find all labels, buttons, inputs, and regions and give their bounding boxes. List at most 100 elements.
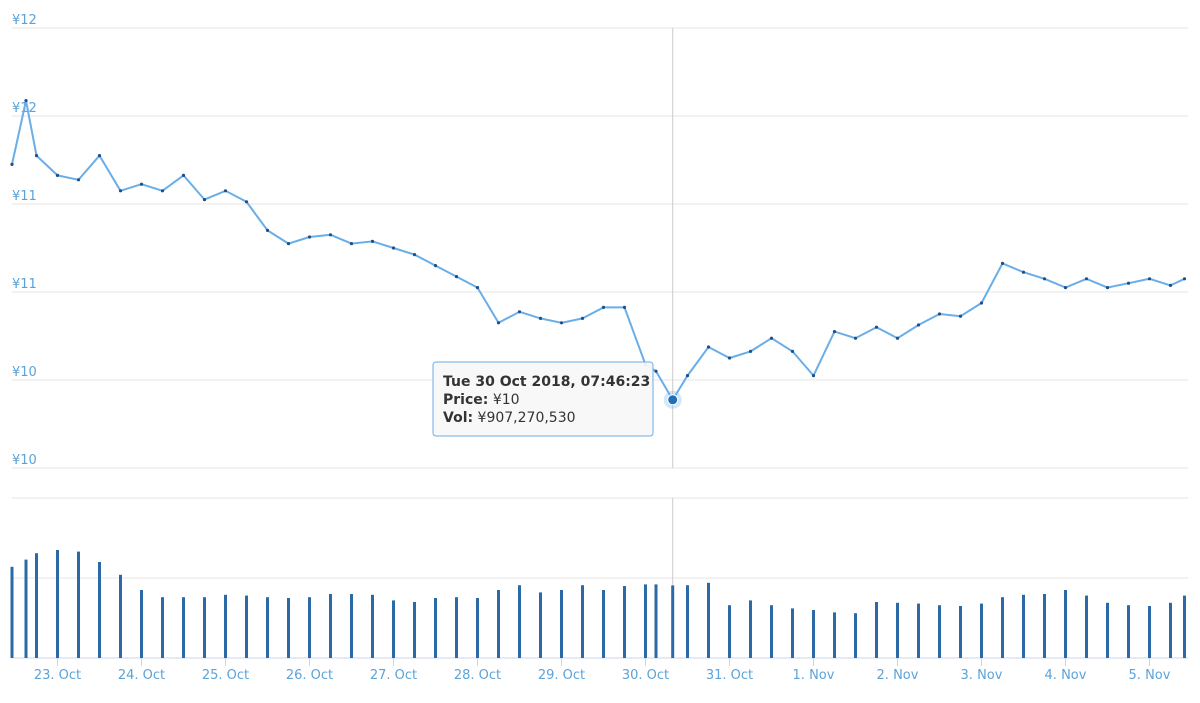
volume-bar bbox=[875, 602, 878, 658]
price-point bbox=[391, 246, 396, 250]
price-point bbox=[979, 301, 984, 305]
tooltip-price-value: ¥10 bbox=[493, 392, 520, 408]
price-point bbox=[1063, 286, 1068, 290]
price-point bbox=[832, 330, 837, 334]
price-point bbox=[118, 189, 123, 193]
volume-bar bbox=[308, 597, 311, 658]
price-point bbox=[748, 349, 753, 353]
volume-bar bbox=[35, 553, 38, 658]
volume-bar bbox=[791, 608, 794, 658]
price-point bbox=[853, 336, 858, 340]
volume-bar bbox=[707, 582, 710, 658]
volume-bar bbox=[119, 574, 122, 658]
volume-bar bbox=[98, 562, 101, 658]
volume-bar bbox=[560, 590, 563, 658]
volume-bar bbox=[833, 612, 836, 658]
volume-bar bbox=[602, 590, 605, 658]
volume-bar bbox=[623, 586, 626, 658]
volume-bar bbox=[224, 594, 227, 658]
volume-bar bbox=[350, 594, 353, 658]
x-tick-label: 28. Oct bbox=[454, 668, 501, 683]
volume-bar bbox=[644, 584, 647, 658]
tooltip-vol: Vol: ¥907,270,530 bbox=[443, 410, 576, 426]
volume-bar bbox=[1001, 597, 1004, 658]
volume-bar bbox=[287, 598, 290, 658]
price-point bbox=[895, 336, 900, 340]
price-point bbox=[454, 275, 459, 279]
volume-bar bbox=[1106, 602, 1109, 658]
tooltip-time: Tue 30 Oct 2018, 07:46:23 bbox=[443, 374, 650, 390]
tooltip-price: Price: ¥10 bbox=[443, 392, 520, 408]
volume-bar bbox=[854, 613, 857, 658]
x-tick-label: 5. Nov bbox=[1129, 668, 1171, 683]
x-tick-label: 3. Nov bbox=[961, 668, 1003, 683]
price-point bbox=[1084, 277, 1089, 281]
price-point bbox=[1126, 281, 1131, 285]
price-point bbox=[76, 178, 81, 182]
tooltip: Tue 30 Oct 2018, 07:46:23 Price: ¥10 Vol… bbox=[432, 361, 654, 437]
price-point bbox=[244, 200, 249, 204]
price-point bbox=[1021, 270, 1026, 274]
price-point bbox=[1182, 277, 1187, 281]
price-point bbox=[34, 154, 39, 158]
x-tick-label: 4. Nov bbox=[1045, 668, 1087, 683]
y-tick-label: ¥11 bbox=[12, 277, 37, 292]
y-tick-label: ¥11 bbox=[12, 189, 37, 204]
volume-bar bbox=[1127, 605, 1130, 658]
volume-bar bbox=[1183, 595, 1186, 658]
volume-bar bbox=[1169, 602, 1172, 658]
x-tick-label: 30. Oct bbox=[622, 668, 669, 683]
volume-bar bbox=[654, 584, 658, 658]
price-point bbox=[654, 369, 658, 373]
volume-bar bbox=[896, 602, 899, 658]
price-point bbox=[181, 173, 186, 177]
tooltip-box bbox=[432, 361, 654, 437]
volume-bar bbox=[497, 590, 500, 658]
x-tick-label: 26. Oct bbox=[286, 668, 333, 683]
price-point bbox=[286, 242, 291, 246]
price-point bbox=[601, 305, 606, 309]
volume-bar bbox=[266, 597, 269, 658]
volume-bar bbox=[434, 598, 437, 658]
price-point bbox=[24, 99, 28, 103]
volume-bar bbox=[959, 606, 962, 658]
price-point bbox=[1168, 283, 1173, 287]
x-tick-label: 2. Nov bbox=[877, 668, 919, 683]
price-point bbox=[412, 253, 417, 257]
volume-bar bbox=[1085, 595, 1088, 658]
price-line bbox=[11, 100, 1185, 402]
tooltip-vol-label: Vol: bbox=[443, 410, 473, 426]
price-point bbox=[685, 374, 690, 378]
price-point bbox=[916, 323, 921, 327]
price-point bbox=[790, 349, 795, 353]
volume-bar bbox=[161, 597, 164, 658]
price-point bbox=[874, 325, 879, 329]
price-point bbox=[958, 314, 963, 318]
volume-bar bbox=[1043, 594, 1046, 658]
y-tick-label: ¥10 bbox=[12, 365, 37, 380]
volume-bar bbox=[980, 603, 983, 658]
price-point bbox=[139, 182, 144, 186]
price-point bbox=[1000, 261, 1005, 265]
y-tick-label: ¥12 bbox=[12, 13, 37, 28]
volume-bar bbox=[728, 605, 731, 658]
price-point bbox=[538, 316, 543, 320]
volume-bar bbox=[182, 597, 185, 658]
volume-bar bbox=[1064, 590, 1067, 658]
volume-bar bbox=[392, 600, 395, 658]
price-point bbox=[706, 345, 711, 349]
price-point bbox=[496, 321, 501, 325]
volume-bar bbox=[518, 585, 521, 658]
volume-bar bbox=[77, 551, 80, 658]
x-tick-label: 24. Oct bbox=[118, 668, 165, 683]
price-point bbox=[223, 189, 228, 193]
volume-bar bbox=[476, 598, 479, 658]
price-point bbox=[517, 310, 522, 314]
price-point bbox=[1147, 277, 1152, 281]
x-tick-label: 23. Oct bbox=[34, 668, 81, 683]
x-tick-label: 31. Oct bbox=[706, 668, 753, 683]
price-point bbox=[160, 189, 165, 193]
volume-bar bbox=[455, 597, 458, 658]
price-point bbox=[202, 198, 207, 202]
